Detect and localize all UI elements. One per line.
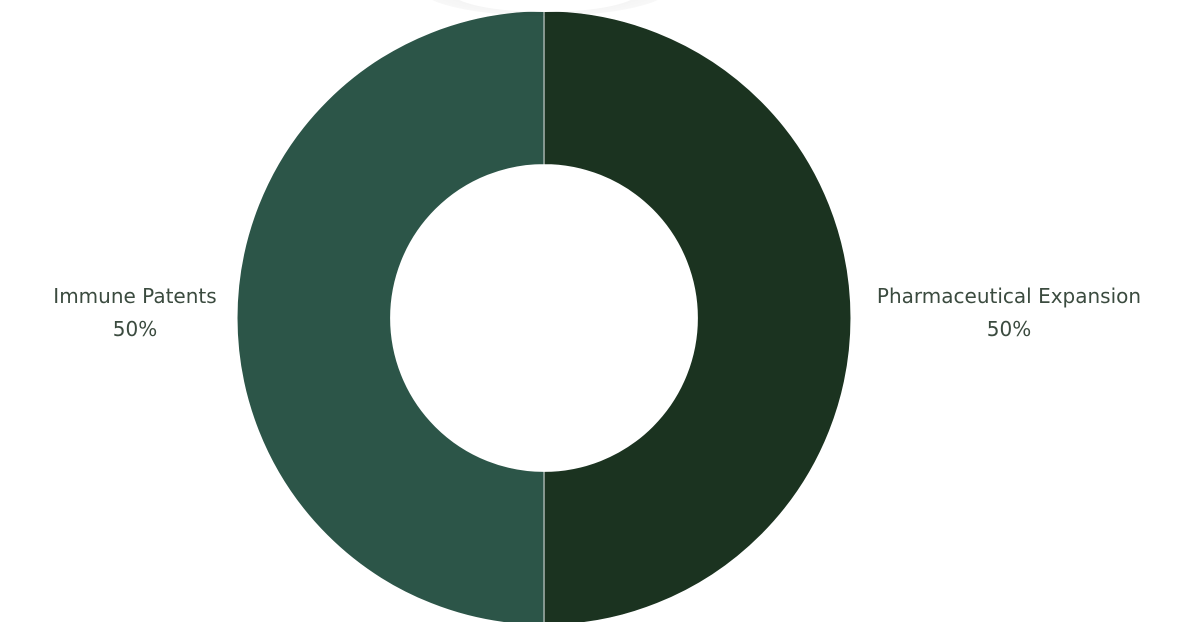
- slice-percent-immune-patents: 50%: [113, 317, 157, 341]
- slice-label-immune-patents: Immune Patents: [53, 284, 216, 308]
- top-shadow-mask: [450, 0, 640, 12]
- slices-group: [236, 10, 852, 626]
- slice-percent-pharmaceutical-expansion: 50%: [987, 317, 1031, 341]
- slice-pharmaceutical-expansion[interactable]: [543, 10, 852, 626]
- slice-label-pharmaceutical-expansion: Pharmaceutical Expansion: [877, 284, 1141, 308]
- slice-immune-patents[interactable]: [236, 10, 545, 626]
- labels-group: Pharmaceutical Expansion 50% Immune Patent…: [53, 284, 1141, 341]
